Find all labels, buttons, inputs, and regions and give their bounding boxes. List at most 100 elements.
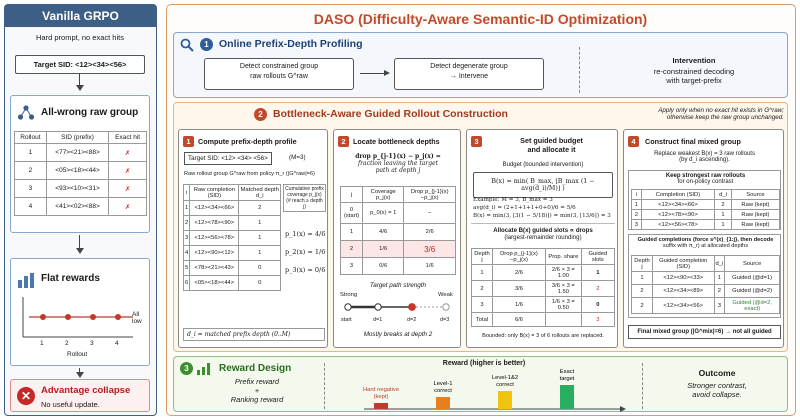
guided-line: Guided completions (force s^(x)_{1:j}, t…	[637, 237, 774, 243]
raw-completion-table: i Raw completion (SID) Matched depth d_i…	[182, 184, 281, 291]
intervention-block: Intervention re-constrained decoding wit…	[624, 56, 764, 85]
budget-title: Budget (bounded intervention)	[502, 162, 584, 168]
table-header: Guided slots	[580, 248, 616, 265]
step-number-badge: 3	[180, 362, 193, 375]
cell: 3	[339, 257, 364, 275]
cell: <12><90><33>	[651, 271, 715, 285]
rollout-axis-label: Rollout	[67, 351, 88, 358]
depth-footnote: d_i = matched prefix depth (0..M)	[183, 328, 325, 341]
reward-point	[65, 314, 71, 320]
table-row: 2 <12><78><90> 1 Raw (kept)	[631, 209, 781, 220]
desc-line: path at depth j	[375, 167, 421, 174]
reward-bar	[498, 391, 512, 409]
divider	[579, 47, 580, 93]
step-number-badge: 2	[254, 108, 267, 121]
cell: Guided (@d=1)	[724, 271, 780, 285]
table-header: Guided completion (SID)	[651, 255, 715, 272]
step-number-badge: 1	[183, 136, 194, 147]
header-line: Cumulative prefix	[285, 186, 324, 192]
cell: <12><78><90>	[640, 209, 716, 220]
note-line: otherwise keep the raw group unchanged.	[666, 114, 784, 121]
reward-bars: Hard negative(kept)Level-1correctLevel-1…	[363, 369, 626, 412]
guided-table: Depth j Guided completion (SID) d_i Sour…	[631, 255, 780, 314]
alloc-line: Allocate B(x) guided slots ∝ drops	[493, 227, 593, 234]
intervention-line: with target-prefix	[666, 76, 722, 85]
cell: 3	[14, 179, 47, 198]
cell: 2	[631, 284, 653, 298]
reward-bar	[374, 403, 388, 409]
arrow-line	[79, 74, 81, 86]
allocate-title: Allocate B(x) guided slots ∝ drops (larg…	[467, 227, 619, 241]
cell: p_0(x) = 1	[362, 202, 405, 224]
table-header: i	[631, 189, 642, 200]
section-reward: 3 Reward Design Prefix reward + Ranking …	[173, 356, 788, 412]
cell: <12><56><78>	[640, 219, 716, 230]
allocation-table: Depth j Drop p_{j-1}(x)−p_j(x) Prop. sha…	[471, 248, 616, 327]
left-target-sid: Target SID: <12><34><56>	[15, 55, 145, 74]
guided-title: Guided completions (force s^(x)_{1:j}, t…	[629, 237, 782, 249]
intervention-line: re-constrained decoding	[653, 67, 735, 76]
header-line: coverage p_j(x)	[287, 192, 322, 198]
reward-bar-label: correct	[434, 388, 452, 394]
reward-line: Prefix reward	[234, 377, 280, 386]
table-header: j	[339, 186, 364, 203]
path-node	[442, 303, 450, 311]
table-header: Source	[730, 189, 781, 200]
cell: 1/6 × 3 = 0.50	[545, 296, 582, 313]
cell: 1/6	[403, 257, 456, 275]
reward-bar	[560, 385, 574, 409]
divider	[324, 363, 325, 409]
weak-label: Weak	[438, 292, 453, 298]
cell: 2/6	[491, 264, 547, 281]
table-row: 2 <12><78><90> 1	[182, 215, 281, 231]
cell: 2	[714, 199, 732, 210]
reward-bar-label: correct	[496, 382, 514, 388]
keep-line: for on-policy contrast	[677, 179, 734, 185]
keep-table: i Completion (SID) d_i Source 1 <12><34><…	[631, 189, 781, 230]
detect-degenerate-box: Detect degenerate group → Intervene	[394, 58, 544, 90]
table-header: Rollout	[14, 131, 47, 144]
cell: 2/6	[403, 223, 456, 241]
coverage-value: p_2(x) = 1/6	[285, 248, 326, 256]
coverage-header: Cumulative prefix coverage p_j(x) (# rea…	[283, 184, 326, 212]
collapse-text: No useful update.	[41, 400, 100, 409]
reward-bar-label: Hard negative	[363, 387, 399, 393]
cell: 0	[238, 260, 281, 276]
cell: Guided (@d=2)	[724, 284, 780, 298]
reward-point	[115, 314, 121, 320]
raw-rollout-table: Rollout SID (prefix) Exact hit 1 <77><21>…	[14, 131, 147, 216]
cross-icon: ✗	[108, 179, 147, 198]
cell: Raw (kept)	[730, 199, 781, 210]
header-line: (# reach ≥ depth j)	[286, 198, 323, 210]
panel-mixed-group: 4 Construct final mixed group Replace we…	[623, 129, 784, 348]
cell: 1	[713, 271, 726, 285]
target-sid-box: Target SID: <12> <34> <56>	[184, 152, 272, 165]
table-header: Raw completion (SID)	[189, 184, 240, 201]
budget-example: Example: M = 3, B_max = 3 avg(d_i) = (2+…	[473, 196, 615, 220]
cell: 3/6 × 3 = 1.50	[545, 280, 582, 297]
drop-description: drop p_{j-1}(x) − p_j(x) = fraction leav…	[338, 153, 458, 174]
cell: 2	[238, 200, 281, 216]
cell: –	[403, 202, 456, 224]
bar-chart-icon	[197, 362, 211, 375]
table-row: 3 1/6 1/6 × 3 = 0.50 0	[471, 296, 616, 313]
flat-rewards-plot	[22, 297, 133, 338]
note-line: Apply only when no exact hit exists in G…	[658, 107, 784, 114]
table-row: 1 2/6 2/6 × 3 = 1.00 1	[471, 264, 616, 281]
cell: 1	[14, 143, 47, 162]
table-header: Depth j	[471, 248, 493, 265]
cell: 1	[714, 209, 732, 220]
collapse-box: ✕ Advantage collapse No useful update.	[10, 379, 150, 412]
box-line: Detect degenerate group	[430, 63, 508, 70]
rollout-tick: 3	[90, 340, 94, 347]
desc-line: Replace weakest B(x) = 3 raw rollouts	[654, 151, 755, 157]
arrow-line	[79, 235, 81, 249]
bottleneck-table: j Coverage p_j(x) Drop p_{j-1}(x)−p_j(x)…	[339, 186, 456, 275]
cell: 0 (start)	[339, 202, 364, 224]
path-label: d=3	[440, 317, 450, 323]
rollout-tick: 1	[40, 340, 44, 347]
reward-line: Ranking reward	[230, 395, 284, 404]
cell: 1/6	[491, 296, 547, 313]
table-row: 0 (start) p_0(x) = 1–	[339, 202, 456, 224]
outcome-line: Stronger contrast,	[687, 381, 747, 390]
